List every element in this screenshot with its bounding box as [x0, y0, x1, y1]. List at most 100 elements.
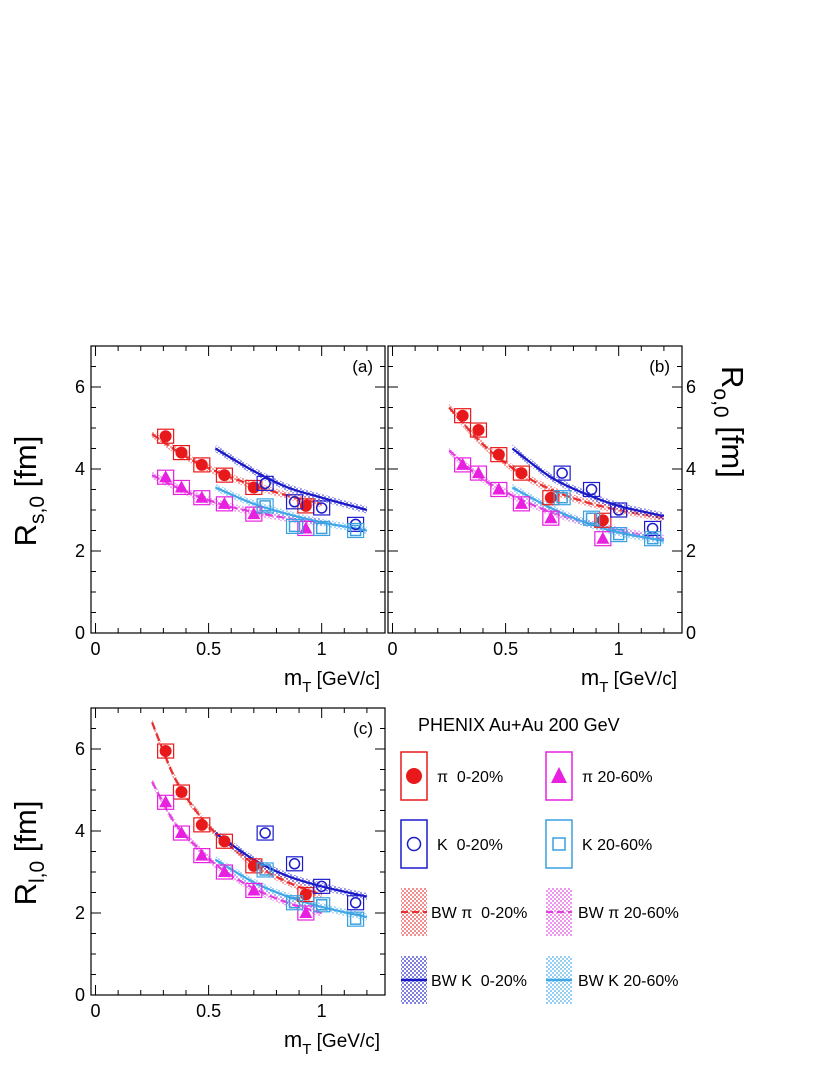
panel-b-pi_p-point	[456, 457, 470, 470]
panel-b-pi_p-point	[492, 482, 506, 495]
panel-b-pi_c-syst-box	[594, 512, 612, 528]
panel-c-bw_pi_p-curve	[151, 781, 323, 915]
panel-c-bw_k_c-band	[215, 829, 367, 901]
panel-c-pi_p-point	[299, 906, 313, 918]
panel-a-pi_c-point	[247, 481, 260, 494]
panel-b-pi_c-point	[515, 467, 528, 480]
panel-a-pi_c-point	[218, 469, 231, 482]
panel-c-pi_c-syst-box	[297, 886, 315, 903]
panel-a-frame	[90, 345, 386, 634]
panel-c-k_p-syst-box	[313, 897, 331, 913]
panel-a-bw_k_p-curve	[214, 486, 368, 532]
panel-a-x-axis-title-main: m	[284, 665, 302, 690]
panel-b-pi_p-point	[596, 531, 610, 544]
panel-a-k_p-point	[259, 500, 271, 512]
panel-c-bw_k_p-curve	[214, 858, 368, 919]
panel-a-k_p-syst-box	[256, 498, 274, 514]
panel-b-k_p-point	[556, 491, 568, 504]
panel-c-k_c-syst-box	[256, 825, 274, 841]
panel-c-k_p-syst-box	[285, 895, 304, 911]
panel-c-pi_p-point	[247, 883, 261, 896]
panel-a-k_c-point	[315, 502, 328, 514]
panel-c-pi_p-point	[217, 865, 231, 877]
panel-c-pi_p-point	[174, 826, 188, 839]
panel-c-x-axis-title-unit: [GeV/c]	[311, 1031, 380, 1052]
panel-b-x-tick-label: 1	[614, 639, 624, 659]
panel-c-k_c-syst-box	[285, 856, 304, 872]
panel-a-y-axis-title-sub: s,0	[26, 496, 49, 524]
panel-c-y-axis-title-main: R	[8, 883, 43, 905]
panel-b-bw_pi_c-curve	[448, 406, 665, 520]
panel-a-k_c-syst-box	[285, 494, 304, 510]
panel-c-k_p-point	[315, 899, 328, 911]
panel-b-k_c-syst-box	[553, 465, 571, 481]
panel-a-pi_p-point	[217, 496, 231, 509]
legend-marker-pi-peripheral	[551, 767, 567, 783]
panel-c-y-axis-title-unit: [fm]	[8, 801, 43, 861]
panel-b-x-tick-label: 0	[388, 639, 398, 659]
panel-a-pi_c-point	[195, 458, 208, 471]
panel-b-k_c-syst-box	[582, 481, 601, 498]
panel-b-pi_c-syst-box	[542, 490, 560, 506]
panel-b-pi_c-point	[492, 448, 505, 461]
legend-box-pi-central	[400, 751, 428, 801]
legend-box-k-central	[400, 819, 428, 869]
panel-c-pi_p-point	[159, 795, 173, 808]
legend-label-pi-peripheral: π 20-60%	[582, 769, 653, 786]
panel-b-bw_pi_p-band	[449, 446, 664, 543]
panel-b-k_c-point	[585, 483, 598, 496]
panel-c-k_p-syst-box	[347, 911, 365, 927]
legend: PHENIX Au+Au 200 GeV π 0-20% π 20-60% K …	[400, 715, 679, 1004]
panel-b-bw_k_p-curve	[511, 486, 665, 542]
panel-a-y-tick-label: 2	[75, 541, 85, 561]
panel-a-bw_pi_c-band	[152, 430, 322, 508]
panel-a-k_c-syst-box	[256, 475, 274, 491]
panel-a-x-tick-label: 1	[317, 639, 327, 659]
panel-b-label: (b)	[649, 357, 670, 376]
panel-c: 0 0.5 1 0 2 4 6 (c) mT [GeV/c] Rl,0 [fm]	[8, 707, 386, 1058]
panel-a-x-axis-title-unit: [GeV/c]	[311, 669, 380, 690]
panel-c-pi_c-point	[159, 745, 172, 758]
panel-a-x-tick-label: 0.5	[196, 639, 221, 659]
panel-a-x-axis-title: mT [GeV/c]	[284, 665, 380, 696]
legend-label-pi-central: π 0-20%	[437, 769, 503, 786]
panel-c-k_p-point	[349, 913, 362, 925]
panel-a-y-tick-label: 0	[75, 623, 85, 643]
panel-b-pi_p-point	[514, 496, 528, 509]
panel-c-pi_c-point	[175, 786, 188, 799]
panel-c-pi_p-point	[195, 848, 209, 861]
legend-item-pi-peripheral: π 20-60%	[545, 751, 653, 801]
panel-c-pi_c-point	[218, 835, 231, 848]
panel-b-pi_c-syst-box	[454, 408, 472, 424]
panel-c-pi_c-syst-box	[172, 784, 191, 800]
panel-b-bw_k_c-curve	[511, 447, 665, 518]
panel-c-x-axis-title-main: m	[284, 1027, 302, 1052]
panel-b-k_p-syst-box	[643, 531, 662, 547]
legend-box-pi-peripheral	[545, 751, 573, 801]
panel-b-pi_p-point	[471, 466, 485, 479]
panel-b: 0 0.5 1 0 2 4 6 (b) mT [GeV/c] Ro,0 [fm]	[387, 345, 750, 696]
legend-label-k-peripheral: K 20-60%	[582, 837, 652, 854]
panel-a-y-axis-title-main: R	[8, 524, 43, 546]
panel-c-y-axis-title: Rl,0 [fm]	[8, 801, 49, 906]
panel-c-pi_c-point	[299, 888, 312, 901]
panel-c-k_c-syst-box	[347, 895, 365, 911]
legend-box-k-peripheral	[545, 819, 573, 869]
panel-b-pi_c-syst-box	[490, 447, 508, 463]
panel-c-x-axis-title-sub: T	[302, 1041, 311, 1058]
panel-b-y-tick-label: 4	[686, 459, 696, 479]
panel-a-pi_c-syst-box	[215, 467, 234, 483]
panel-c-k_c-point	[259, 827, 271, 839]
panel-c-k_p-syst-box	[256, 862, 274, 878]
legend-marker-k-peripheral	[552, 837, 566, 851]
panel-b-k_c-syst-box	[643, 520, 662, 537]
legend-marker-k-central	[406, 836, 422, 852]
panel-a-k_p-syst-box	[347, 522, 365, 539]
panel-c-bw_k_c-curve	[214, 832, 368, 898]
legend-title: PHENIX Au+Au 200 GeV	[418, 715, 620, 735]
panel-b-y-tick-label: 0	[686, 623, 696, 643]
panel-b-k_c-point	[612, 504, 625, 516]
panel-a-pi_c-syst-box	[193, 457, 211, 473]
panel-c-k_p-point	[259, 864, 271, 876]
